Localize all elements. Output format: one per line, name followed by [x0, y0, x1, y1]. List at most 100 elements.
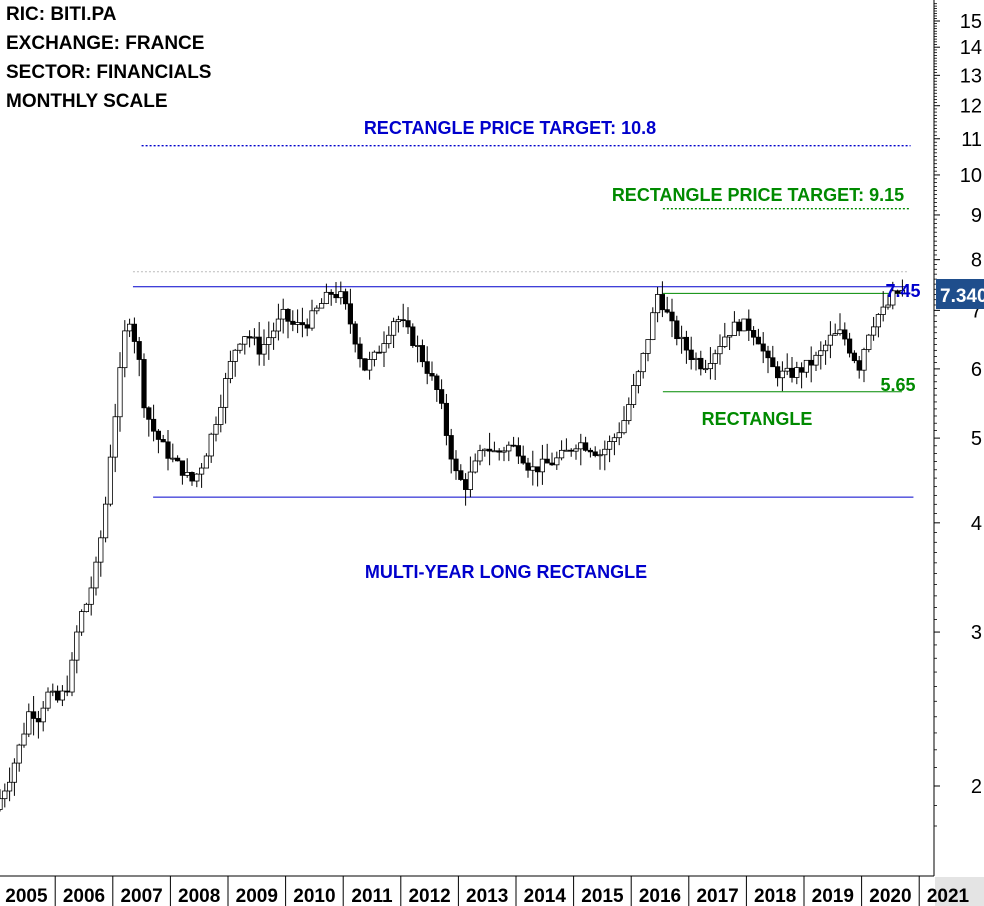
candle-body: [127, 323, 133, 332]
candle-body: [328, 291, 334, 295]
candle-body: [506, 444, 512, 452]
candle-body: [611, 437, 618, 442]
candle: [376, 345, 382, 354]
candle-body: [160, 439, 166, 443]
candle: [751, 326, 757, 346]
candle-body: [899, 290, 906, 294]
y-tick-label: 8: [971, 250, 982, 272]
axis-corner: [935, 877, 984, 906]
candle-body: [549, 462, 555, 466]
x-axis: 2005 2006 2007 2008 2009 2010 2011 2012 2013 2014…: [0, 875, 984, 906]
candle: [520, 445, 526, 465]
y-tick-label: 4: [971, 513, 982, 535]
candle-body: [26, 711, 32, 735]
candle: [275, 303, 282, 341]
candle-body: [486, 448, 493, 452]
candle-body: [799, 367, 805, 373]
sector-label: SECTOR: FINANCIALS: [6, 62, 212, 83]
candle: [554, 451, 560, 470]
candle: [818, 341, 824, 370]
y-tick-label: 11: [961, 129, 982, 151]
candle: [309, 299, 315, 331]
candle: [616, 422, 622, 446]
candle-body: [808, 359, 814, 366]
candle-body: [98, 537, 104, 563]
candle: [510, 436, 517, 448]
candle: [866, 333, 872, 353]
candle: [578, 433, 584, 466]
candle-body: [323, 291, 330, 304]
candle: [165, 429, 171, 471]
candle-body: [117, 367, 123, 418]
candle-body: [597, 454, 603, 457]
candle: [549, 452, 555, 466]
candle: [664, 296, 670, 314]
candle-body: [559, 449, 565, 459]
candle: [127, 318, 133, 338]
candle: [203, 453, 209, 469]
candle: [746, 309, 752, 341]
candle-body: [280, 308, 286, 320]
candle: [107, 444, 113, 507]
x-tick-label: 2007: [120, 886, 162, 906]
candle-body: [405, 320, 411, 328]
candle: [448, 428, 454, 474]
candle: [794, 361, 800, 385]
candle: [79, 609, 85, 636]
candle-body: [74, 631, 80, 661]
candle: [256, 322, 262, 366]
candle-body: [443, 402, 450, 436]
candle: [0, 789, 3, 812]
candle-body: [227, 361, 233, 379]
candle-body: [501, 450, 507, 453]
level-565-label: 5.65: [880, 375, 915, 395]
candle: [290, 310, 296, 332]
candle: [213, 416, 219, 442]
candle-body: [827, 334, 834, 346]
candle: [573, 444, 579, 460]
candle: [261, 329, 267, 366]
candle-body: [856, 360, 862, 371]
candle-body: [823, 344, 829, 352]
candle: [50, 683, 56, 697]
candle-body: [871, 326, 877, 336]
candle: [414, 335, 421, 363]
candle: [381, 331, 387, 368]
candle: [515, 437, 522, 464]
candle: [597, 449, 603, 470]
candle: [592, 446, 598, 458]
candle-body: [218, 406, 224, 425]
candle: [150, 404, 157, 442]
candle-body: [880, 306, 886, 315]
candle: [362, 358, 368, 372]
candle-body: [467, 471, 474, 490]
candle: [174, 455, 181, 462]
candle: [410, 323, 416, 348]
candle: [285, 308, 291, 339]
candle-body: [866, 334, 872, 350]
candle-body: [703, 368, 709, 371]
y-tick-label: 3: [971, 622, 982, 644]
candle: [45, 687, 51, 712]
candle-body: [64, 690, 70, 693]
candle: [525, 457, 531, 478]
y-tick-label: 7: [971, 300, 982, 322]
candle-body: [357, 343, 363, 360]
candle-body: [261, 344, 267, 355]
candle-body: [69, 659, 75, 693]
candle-body: [626, 404, 632, 422]
candle-body: [79, 611, 85, 633]
candle: [736, 319, 742, 336]
candle: [890, 281, 896, 310]
candle-body: [141, 359, 147, 409]
candle-body: [194, 473, 200, 482]
candle: [640, 352, 646, 379]
candle: [347, 288, 354, 334]
candle-body: [803, 359, 810, 373]
candle: [775, 361, 781, 387]
candle-body: [616, 432, 622, 439]
candle-body: [30, 711, 37, 719]
candle-body: [722, 336, 728, 347]
candle-body: [602, 448, 608, 456]
candle: [688, 336, 694, 370]
